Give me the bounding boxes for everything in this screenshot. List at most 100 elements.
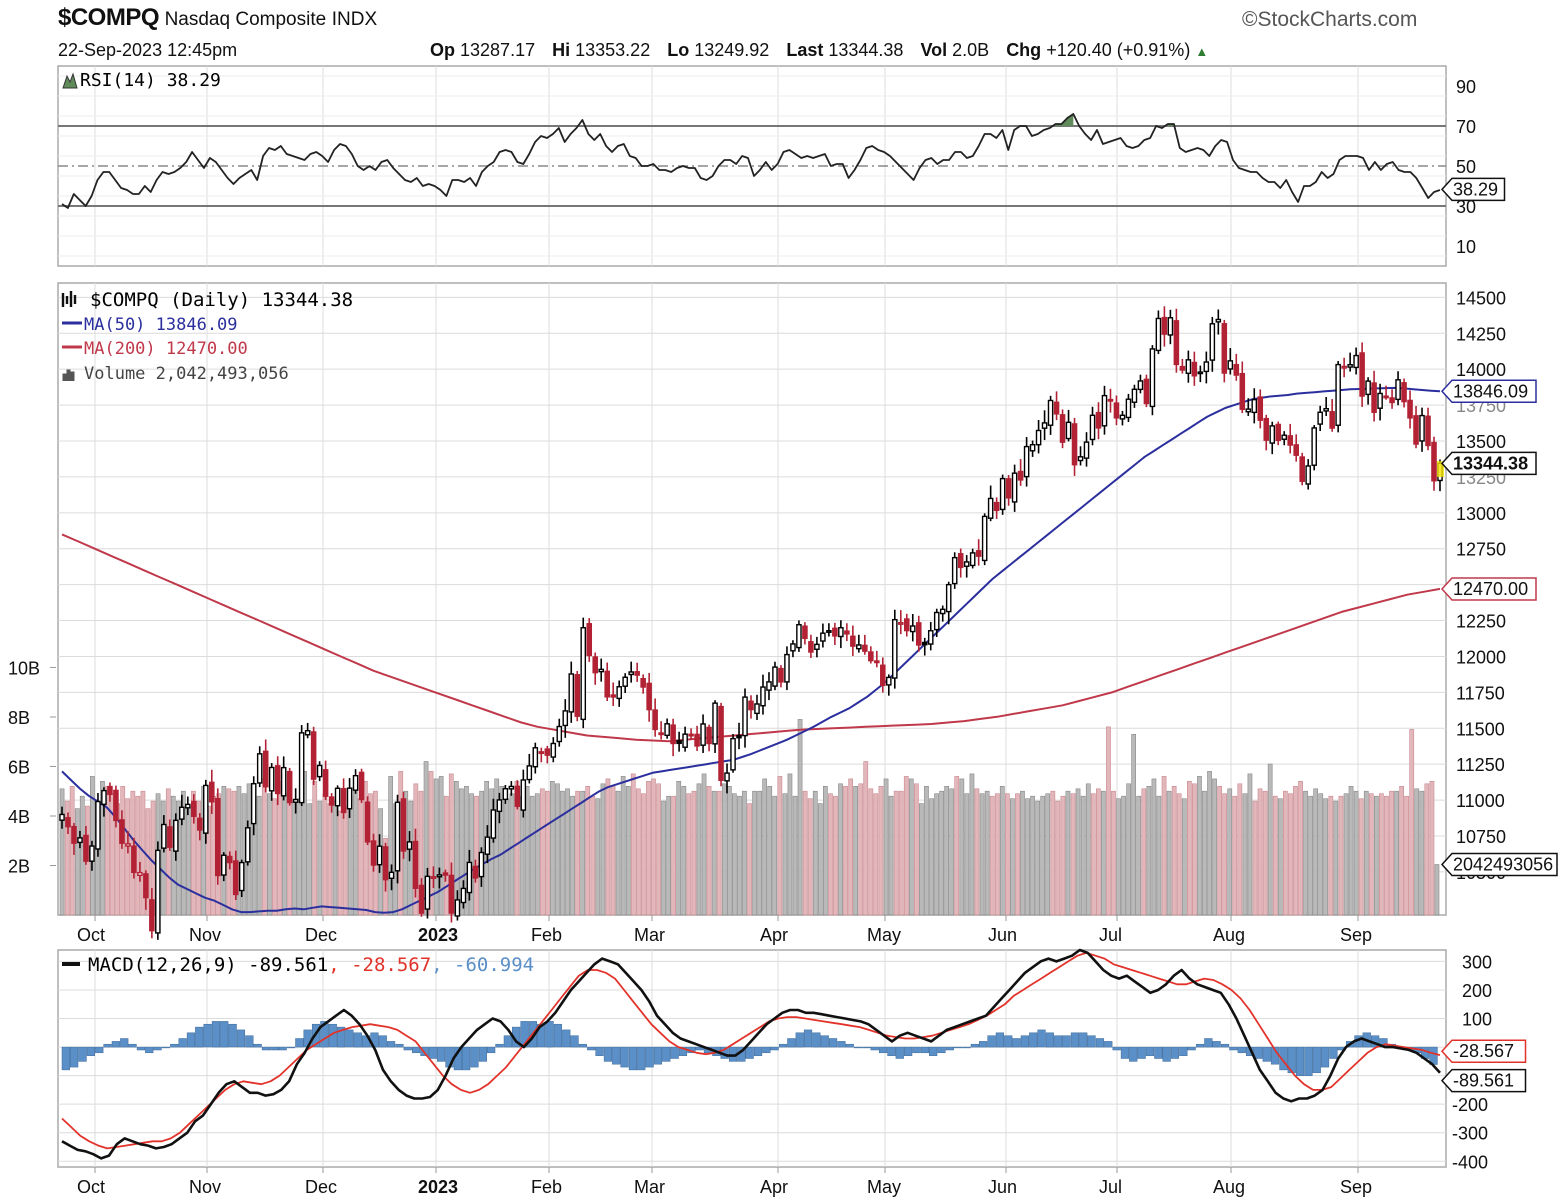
candle-body	[927, 630, 934, 645]
candle-body	[442, 872, 449, 876]
candle-body	[532, 747, 539, 768]
macd-histogram-bar	[487, 1046, 496, 1054]
macd-histogram-bar	[395, 1043, 404, 1048]
macd-value-tag-box	[1440, 1068, 1527, 1093]
candlestick	[448, 862, 455, 923]
volume-bar	[752, 790, 757, 916]
candle-body	[1017, 470, 1024, 481]
volume-bar	[1283, 790, 1288, 916]
volume-bar	[499, 785, 505, 916]
rsi-overbought-fill	[1055, 114, 1074, 126]
macd-histogram-bar	[620, 1046, 629, 1068]
volume-legend-label: Volume 2,042,493,056	[84, 364, 289, 384]
macd-histogram-bar	[545, 1021, 554, 1048]
candlestick	[730, 734, 736, 773]
candle-body	[490, 809, 497, 839]
candle-body	[1395, 379, 1401, 401]
macd-histogram-bar	[770, 1046, 779, 1051]
candle-body	[586, 623, 593, 657]
candlestick	[1305, 459, 1311, 490]
candle-body	[418, 884, 425, 914]
candlestick	[862, 634, 868, 655]
candle-body	[1107, 398, 1114, 402]
volume-bar	[989, 795, 995, 916]
ma200-legend-label: MA(200) 12470.00	[84, 339, 248, 359]
macd-histogram-bar	[795, 1032, 804, 1048]
candlestick	[1209, 316, 1216, 372]
candlestick	[1401, 378, 1407, 408]
candle-body	[304, 730, 311, 736]
candlestick	[83, 825, 89, 865]
volume-bar	[721, 783, 727, 916]
candlestick	[310, 726, 317, 785]
candlestick	[796, 620, 802, 652]
volume-bar	[1288, 793, 1293, 916]
candle-body	[604, 670, 610, 698]
macd-histogram-bar	[378, 1035, 387, 1048]
candle-body	[280, 766, 287, 797]
candle-body	[772, 666, 778, 687]
candlestick	[1293, 434, 1299, 462]
volume-value: 2.0B	[952, 40, 990, 60]
macd-histogram-bar	[1162, 1046, 1171, 1062]
candlestick	[1005, 475, 1012, 506]
candle-body	[981, 515, 988, 562]
candlestick	[1047, 395, 1054, 435]
volume-bar	[918, 803, 924, 916]
macd-histogram-bar	[920, 1046, 929, 1054]
candlestick	[886, 674, 892, 696]
macd-histogram-bar	[895, 1046, 904, 1059]
macd-histogram-bar	[195, 1026, 204, 1048]
candlestick	[340, 778, 347, 819]
macd-histogram-bar	[612, 1046, 621, 1065]
volume-bar	[105, 785, 110, 916]
candlestick	[1215, 309, 1222, 335]
candlestick	[131, 837, 137, 879]
candle-body	[1359, 352, 1365, 397]
volume-bar	[812, 790, 818, 916]
macd-histogram-bar	[1212, 1041, 1221, 1048]
macd-histogram-bar	[336, 1026, 346, 1048]
macd-histogram-bar	[1112, 1046, 1121, 1051]
candlestick	[945, 581, 952, 625]
candlestick	[1197, 365, 1204, 383]
candle-body	[718, 705, 724, 781]
macd-histogram-bar	[203, 1023, 212, 1048]
macd-histogram-bar	[186, 1032, 196, 1048]
candle-body	[191, 800, 197, 818]
volume-bar	[979, 793, 985, 916]
volume-bar	[145, 808, 151, 916]
candle-body	[790, 643, 796, 652]
candle-body	[933, 611, 940, 631]
volume-bar	[742, 790, 747, 916]
volume-bar	[125, 798, 131, 916]
macd-histogram-bar	[478, 1046, 487, 1062]
volume-bar	[1374, 795, 1379, 916]
candle-body	[1299, 456, 1305, 482]
volume-bar	[332, 800, 338, 916]
volume-bar	[691, 790, 697, 916]
volume-bar	[999, 785, 1005, 916]
macd-histogram-bar	[628, 1046, 638, 1071]
candlestick	[59, 806, 65, 829]
candle-body	[903, 618, 910, 632]
candlestick	[1017, 459, 1024, 486]
candle-body	[802, 625, 808, 640]
macd-histogram-bar	[161, 1046, 171, 1049]
candle-body	[77, 837, 83, 844]
candlestick	[610, 682, 616, 706]
candlestick	[149, 888, 155, 939]
candle-body	[71, 825, 77, 844]
candle-body	[496, 799, 503, 813]
candle-body	[850, 635, 856, 647]
macd-histogram-bar	[1004, 1035, 1013, 1048]
macd-histogram-bar	[220, 1021, 229, 1048]
candlestick	[1425, 407, 1431, 451]
macd-histogram-bar	[637, 1046, 646, 1071]
macd-histogram-bar	[812, 1032, 821, 1048]
volume-bar	[464, 785, 469, 916]
candlestick	[598, 658, 605, 682]
candle-body	[1089, 414, 1096, 441]
volume-bar	[565, 788, 570, 916]
macd-histogram-bar	[595, 1046, 604, 1056]
